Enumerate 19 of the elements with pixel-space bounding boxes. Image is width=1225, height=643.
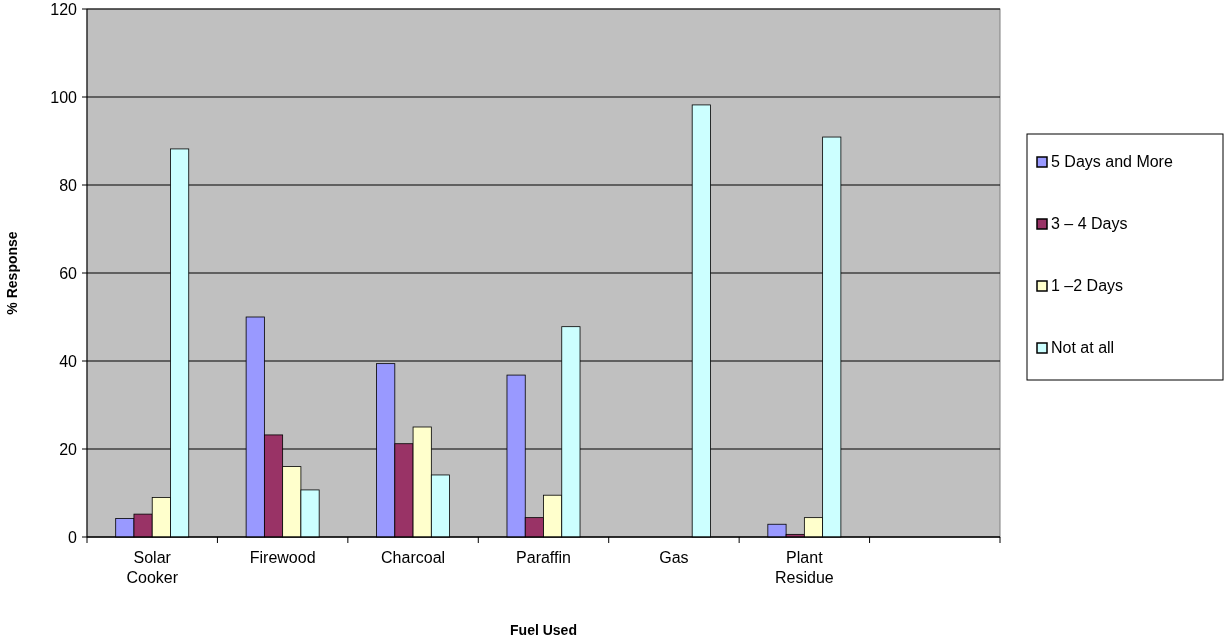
x-tick-label: Paraffin xyxy=(516,549,571,566)
y-axis-title: % Response xyxy=(4,231,20,315)
x-tick-label: Firewood xyxy=(249,549,316,566)
y-tick-label: 20 xyxy=(59,440,78,458)
x-tick-label: Solar Cooker xyxy=(126,549,179,586)
y-tick-label: 60 xyxy=(59,264,78,282)
legend-label: 1 –2 Days xyxy=(1051,277,1124,294)
y-tick-label: 100 xyxy=(50,88,78,106)
y-tick-label: 0 xyxy=(68,528,78,546)
y-tick-label: 120 xyxy=(50,0,78,18)
y-tick-label: 40 xyxy=(59,352,78,370)
x-axis-title: Fuel Used xyxy=(510,622,577,638)
legend-label: Not at all xyxy=(1051,339,1115,356)
y-tick-label: 80 xyxy=(59,176,78,194)
x-tick-label: Gas xyxy=(659,549,689,566)
legend-label: 5 Days and More xyxy=(1051,153,1173,170)
x-tick-label: Plant Residue xyxy=(775,549,834,586)
legend-label: 3 – 4 Days xyxy=(1051,215,1128,232)
x-tick-label: Charcoal xyxy=(381,549,446,566)
